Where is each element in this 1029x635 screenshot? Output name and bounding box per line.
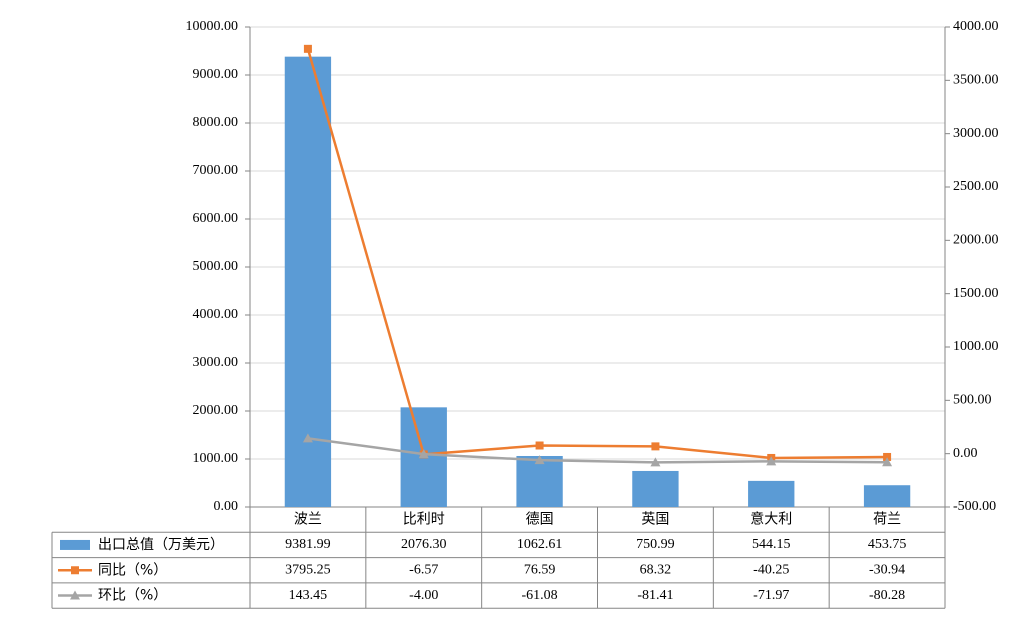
line [307,437,888,464]
y-tick-label: 1000.00 [193,451,239,466]
line [306,48,888,460]
x-tick-label: 波兰 [294,512,322,528]
x-tick-label: 英国 [641,511,669,528]
table-value: 76.59 [524,562,556,577]
table-value: -61.08 [521,588,557,603]
y2-tick-label: 4000.00 [953,19,999,34]
y2-tick-label: 1000.00 [953,339,999,354]
y-tick-label: 8000.00 [193,115,239,130]
y-tick-label: 0.00 [214,499,239,514]
y-tick-label: 7000.00 [193,163,239,178]
legend-label: 同比（%） [98,562,167,578]
table-value: -40.25 [753,562,789,577]
marker [650,457,661,467]
table-value: -4.00 [409,588,438,603]
y-tick-label: 4000.00 [193,307,239,322]
marker [534,455,545,465]
table-value: 544.15 [752,537,791,552]
y2-tick-label: 2000.00 [953,233,999,248]
y-tick-label: 5000.00 [193,259,239,274]
table-value: -30.94 [869,562,905,577]
table-value: 453.75 [868,537,907,552]
legend-key [60,539,90,550]
y2-tick-label: 3000.00 [953,126,999,141]
y-tick-label: 10000.00 [186,19,239,34]
y-tick-label: 3000.00 [193,355,239,370]
x-tick-label: 德国 [526,512,554,528]
marker [418,449,429,459]
x-tick-label: 荷兰 [873,512,901,528]
x-tick-label: 比利时 [403,512,445,528]
x-tick-label: 意大利 [750,511,792,528]
bar [516,455,563,507]
bar [632,470,679,507]
table-value: 750.99 [636,537,675,552]
marker [303,44,312,53]
marker [883,452,892,461]
legend-key [70,590,80,600]
table-value: -71.97 [753,588,789,603]
table-value: -81.41 [637,588,673,603]
y2-tick-label: 3500.00 [953,73,999,88]
y2-tick-label: 1500.00 [953,286,999,301]
table-value: 1062.61 [517,537,563,552]
y-tick-label: 2000.00 [193,403,239,418]
table-value: -6.57 [409,562,438,577]
y-tick-label: 6000.00 [193,211,239,226]
table-value: 68.32 [640,562,672,577]
table-value: 143.45 [289,588,328,603]
bar [863,485,911,507]
y2-tick-label: -500.00 [953,499,996,514]
y2-tick-label: 0.00 [953,446,978,461]
y-tick-label: 9000.00 [193,67,239,82]
y2-tick-label: 500.00 [953,393,992,408]
table-value: 2076.30 [401,537,447,552]
legend-label: 环比（%） [98,588,167,604]
marker [651,442,660,451]
table-value: -80.28 [869,588,905,603]
bar [284,56,332,507]
marker [302,433,313,443]
bar [748,480,795,507]
table-value: 3795.25 [285,562,331,577]
marker [535,441,544,450]
y2-tick-label: 2500.00 [953,179,999,194]
legend-key [71,566,79,575]
marker [766,456,777,466]
table-value: 9381.99 [285,537,331,552]
legend-label: 出口总值（万美元） [98,537,224,553]
marker [882,457,893,467]
